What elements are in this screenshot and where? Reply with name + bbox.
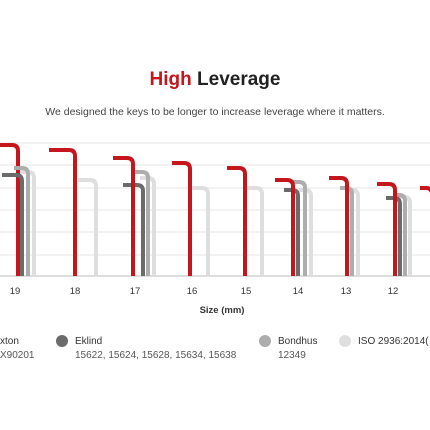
- legend-swatch: [56, 335, 68, 347]
- grid: [0, 142, 430, 277]
- hex-key: [2, 173, 24, 276]
- size-label: 12: [388, 286, 399, 297]
- hex-key: [377, 182, 397, 276]
- subtitle: We designed the keys to be longer to inc…: [45, 106, 385, 118]
- keys: [0, 143, 430, 276]
- hex-key: [227, 166, 247, 276]
- hex-key: [49, 148, 77, 276]
- legend-models: X90201: [0, 350, 35, 361]
- hex-key: [393, 193, 407, 276]
- hex-key: [293, 180, 307, 276]
- legend-name: Eklind: [75, 336, 102, 347]
- legend: xton X90201 Eklind 15622, 15624, 15628, …: [0, 335, 429, 361]
- size-label: 19: [10, 286, 21, 297]
- size-label: 15: [241, 286, 252, 297]
- legend-name: xton: [0, 336, 19, 347]
- hex-key: [192, 186, 210, 276]
- hex-key: [113, 156, 135, 276]
- hex-key: [78, 178, 98, 276]
- hex-key: [123, 183, 145, 276]
- size-label: 14: [293, 286, 304, 297]
- legend-swatch: [259, 335, 271, 347]
- hex-key: [134, 170, 150, 276]
- axis-label: Size (mm): [200, 305, 245, 316]
- legend-models: 15622, 15624, 15628, 15634, 15638: [75, 350, 237, 361]
- size-label: 17: [130, 286, 141, 297]
- hex-key: [172, 161, 192, 276]
- title-rest: Leverage: [197, 69, 280, 90]
- title: High Leverage: [150, 69, 281, 90]
- legend-name: Bondhus: [278, 336, 317, 347]
- hex-key: [246, 186, 264, 276]
- legend-swatch: [339, 335, 351, 347]
- legend-name: ISO 2936:2014(: [358, 336, 429, 347]
- size-label: 13: [341, 286, 352, 297]
- size-label: 18: [70, 286, 81, 297]
- hex-key: [420, 186, 430, 276]
- hex-key: [0, 143, 20, 276]
- size-labels: 19 18 17 16 15 14 13 12: [10, 286, 399, 297]
- hex-key: [329, 176, 349, 276]
- size-label: 16: [187, 286, 198, 297]
- title-highlight: High: [150, 69, 192, 90]
- legend-models: 12349: [278, 350, 306, 361]
- hex-key: [14, 166, 30, 276]
- hex-key: [275, 178, 295, 276]
